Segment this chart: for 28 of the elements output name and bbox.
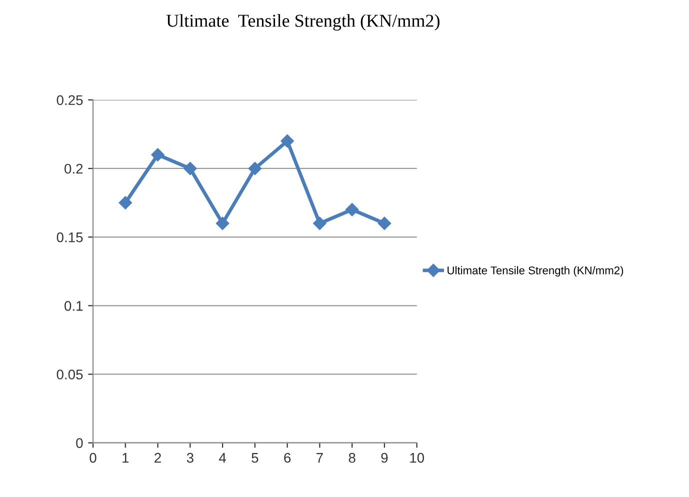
x-tick-label: 5 bbox=[252, 453, 258, 463]
x-tick-label: 0 bbox=[90, 452, 96, 463]
x-tick-label: 3 bbox=[186, 452, 194, 463]
x-tick-label: 8 bbox=[348, 452, 356, 463]
chart-title: Ultimate Tensile Strength (KN/mm2) bbox=[166, 14, 440, 31]
point bbox=[378, 216, 392, 230]
x-tick-label: 10 bbox=[410, 452, 424, 463]
x-tick-label: 4 bbox=[219, 453, 226, 463]
x-tick-label: 2 bbox=[154, 452, 161, 463]
x-tick-label: 6 bbox=[284, 452, 291, 463]
y-tick-label: 0.2 bbox=[64, 164, 83, 174]
point bbox=[248, 162, 262, 176]
point bbox=[313, 216, 326, 230]
y-tick-label: 0 bbox=[76, 438, 83, 448]
y-tick-label: 0.15 bbox=[56, 232, 83, 242]
point bbox=[216, 216, 230, 230]
point bbox=[118, 196, 132, 210]
y-tick-label: 0.25 bbox=[56, 95, 83, 106]
x-tick-label: 7 bbox=[316, 453, 323, 463]
y-tick-label: 0.05 bbox=[56, 370, 83, 380]
x-tick-label: 1 bbox=[122, 453, 129, 463]
point bbox=[280, 134, 294, 148]
x-tick-label: 9 bbox=[381, 452, 388, 463]
point bbox=[151, 148, 164, 162]
legend-label: Ultimate Tensile Strength (KN/mm2) bbox=[448, 266, 624, 277]
y-tick-label: 0.1 bbox=[64, 300, 83, 311]
point bbox=[184, 162, 197, 176]
point bbox=[345, 203, 359, 216]
